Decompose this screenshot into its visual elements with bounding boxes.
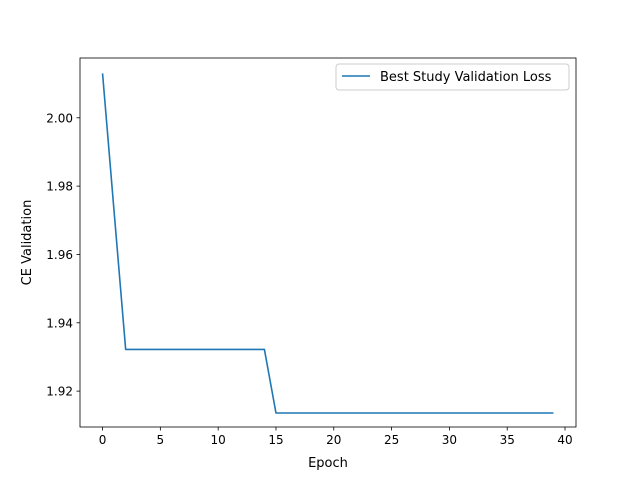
axes-frame [79, 57, 577, 428]
x-tick-label: 5 [157, 433, 165, 447]
x-tick-label: 10 [211, 433, 226, 447]
y-tick-label: 2.00 [46, 111, 73, 125]
plot-area: 0 5 10 15 20 25 30 35 40 1.92 1.94 1.96 1.98 2.00 [46, 57, 577, 447]
x-tick-label: 20 [326, 433, 341, 447]
y-tick-label: 1.96 [46, 248, 73, 262]
x-tick-label: 0 [99, 433, 107, 447]
x-tick-label: 40 [557, 433, 572, 447]
legend-label: Best Study Validation Loss [380, 70, 552, 85]
legend-box [335, 63, 570, 91]
y-tick-label: 1.98 [46, 180, 73, 194]
x-tick-label: 35 [500, 433, 515, 447]
y-axis-label: CE Validation [20, 200, 35, 286]
x-tick-label: 15 [268, 433, 283, 447]
y-tick-label: 1.94 [46, 316, 73, 330]
legend: Best Study Validation Loss [335, 63, 570, 91]
x-axis-label: Epoch [308, 456, 348, 471]
axes-background [80, 58, 576, 427]
series-line [101, 73, 554, 414]
x-tick-label: 25 [384, 433, 399, 447]
series-lines [101, 73, 554, 414]
y-axis-ticks: 1.92 1.94 1.96 1.98 2.00 [46, 111, 80, 399]
x-tick-label: 30 [442, 433, 457, 447]
x-axis-ticks: 0 5 10 15 20 25 30 35 40 [99, 427, 573, 447]
y-tick-label: 1.92 [46, 385, 73, 399]
